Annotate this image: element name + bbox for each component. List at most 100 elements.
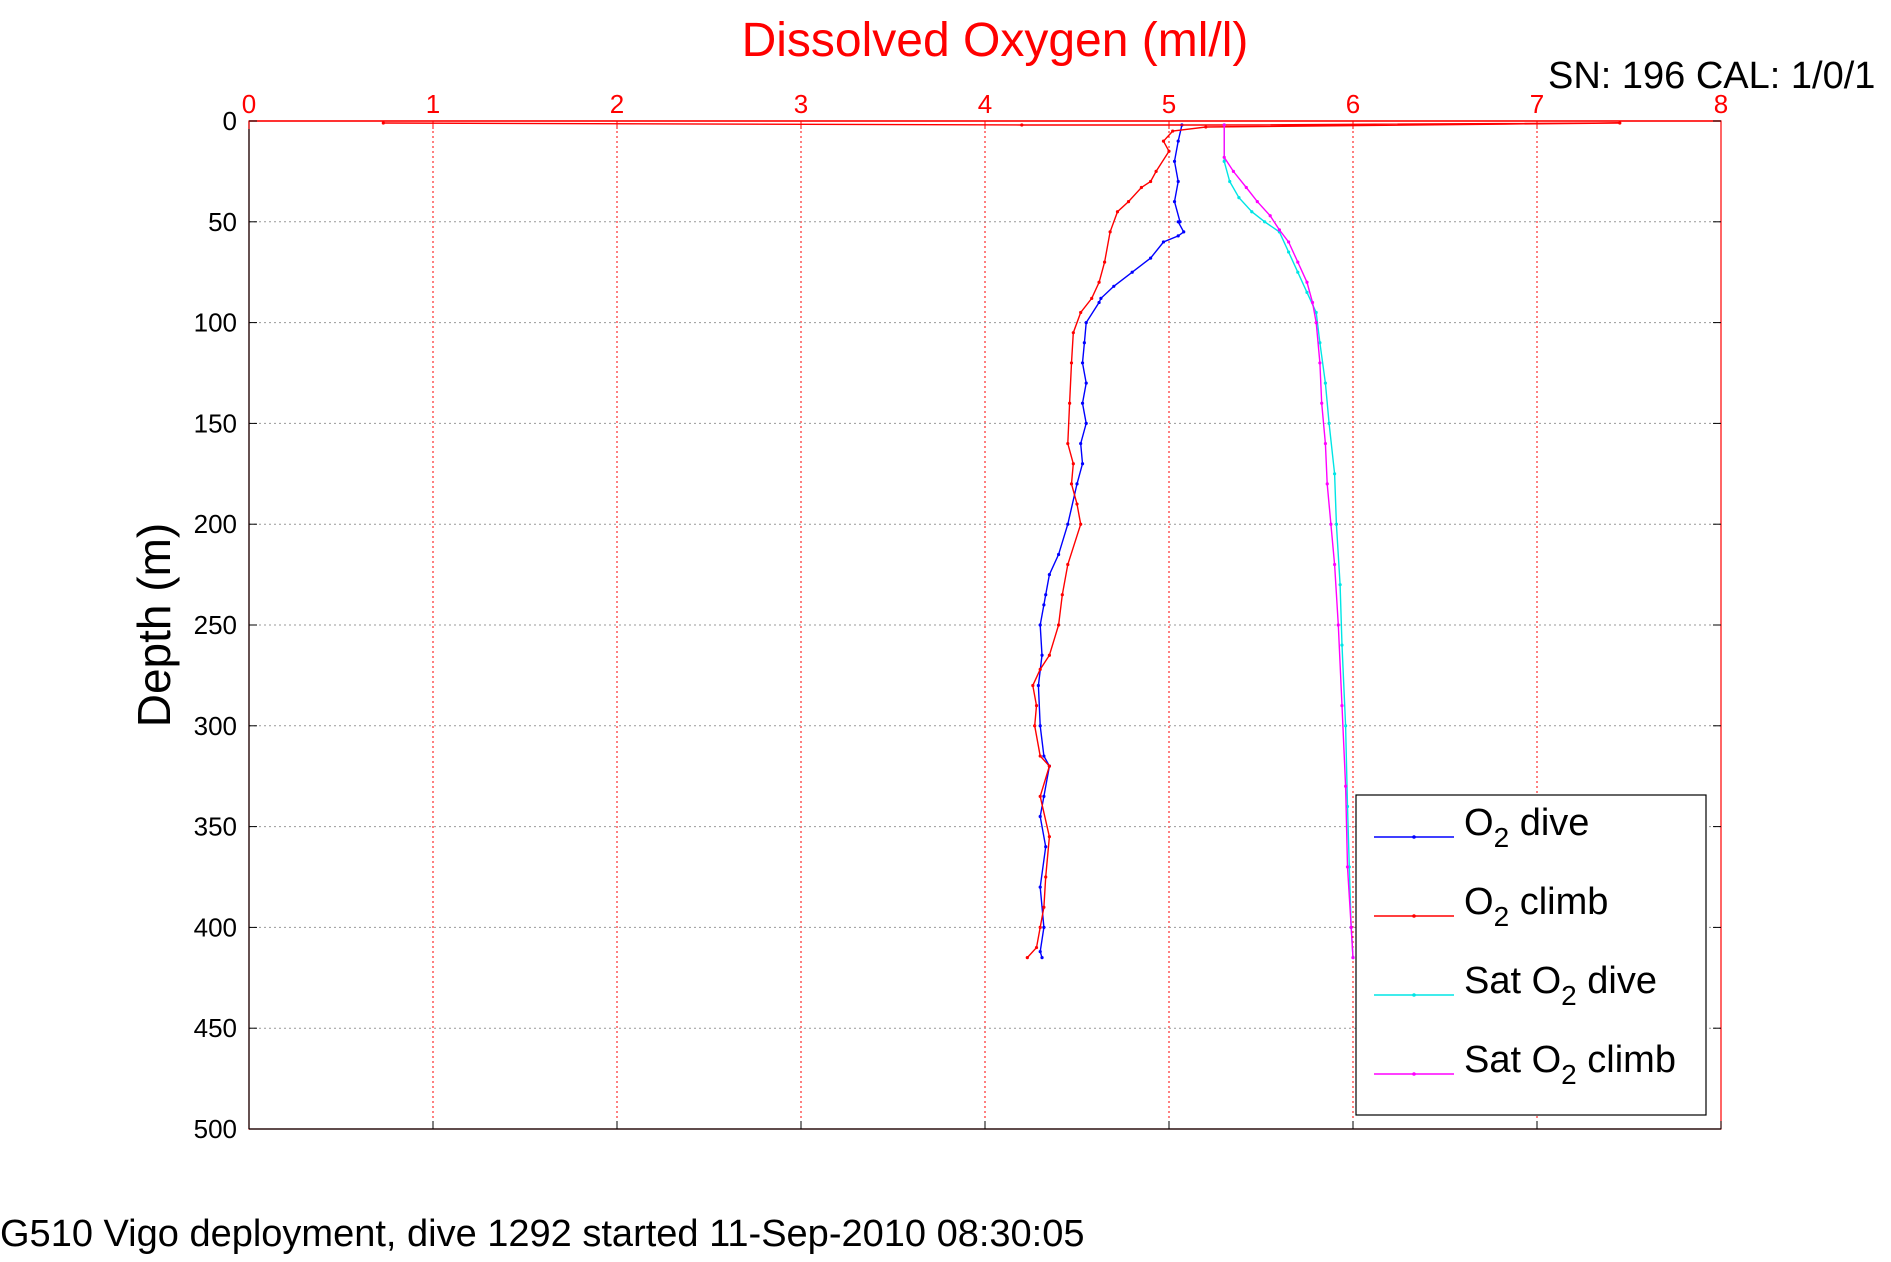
data-point-o2-climb bbox=[1103, 260, 1107, 264]
data-point-o2-dive bbox=[1080, 401, 1085, 405]
data-point-sat-o2-climb bbox=[1222, 123, 1226, 127]
data-point-sat-o2-climb bbox=[1231, 169, 1235, 173]
data-point-o2-dive bbox=[1130, 270, 1134, 274]
data-point-o2-dive bbox=[1038, 885, 1042, 889]
data-point-o2-climb bbox=[1618, 121, 1622, 125]
data-point-o2-dive bbox=[1038, 724, 1042, 728]
data-point-o2-dive bbox=[1172, 200, 1177, 204]
data-point-o2-dive bbox=[1038, 814, 1042, 819]
data-point-o2-climb bbox=[1031, 683, 1035, 688]
data-point-o2-climb bbox=[1025, 956, 1029, 960]
data-point-sat-o2-dive bbox=[1318, 341, 1322, 345]
x-tick-label: 2 bbox=[610, 89, 624, 119]
data-point-o2-dive bbox=[1084, 421, 1088, 425]
data-point-o2-climb bbox=[1108, 230, 1112, 234]
data-point-o2-dive bbox=[1084, 321, 1088, 325]
data-point-o2-climb bbox=[1204, 125, 1208, 129]
data-point-o2-dive bbox=[1038, 623, 1042, 627]
data-point-o2-dive bbox=[1149, 256, 1153, 260]
data-point-sat-o2-climb bbox=[1323, 441, 1327, 446]
data-point-sat-o2-dive bbox=[1323, 381, 1327, 385]
legend-label-o2-dive: O2 dive bbox=[1464, 802, 1589, 853]
y-axis-label: Depth (m) bbox=[128, 523, 180, 727]
data-point-o2-climb bbox=[1161, 139, 1166, 143]
data-point-o2-climb bbox=[1047, 835, 1051, 839]
data-point-o2-climb bbox=[1057, 623, 1061, 627]
data-point-o2-dive bbox=[1176, 139, 1180, 143]
data-point-o2-climb bbox=[1139, 185, 1143, 190]
data-point-sat-o2-climb bbox=[1296, 260, 1300, 264]
data-point-sat-o2-climb bbox=[1344, 784, 1348, 788]
data-point-o2-climb bbox=[1115, 210, 1120, 214]
data-point-o2-climb bbox=[381, 121, 385, 125]
data-point-sat-o2-dive bbox=[1340, 643, 1344, 647]
data-point-sat-o2-dive bbox=[1263, 220, 1267, 224]
data-point-sat-o2-dive bbox=[1237, 196, 1241, 200]
data-point-o2-dive bbox=[1044, 845, 1048, 849]
x-tick-label: 0 bbox=[242, 89, 256, 119]
data-point-o2-dive bbox=[1176, 234, 1180, 238]
data-point-sat-o2-dive bbox=[1344, 724, 1348, 728]
series-line-sat-o2-dive bbox=[1223, 125, 1354, 958]
data-point-sat-o2-climb bbox=[1336, 623, 1340, 627]
data-point-o2-climb bbox=[1038, 794, 1042, 798]
data-point-o2-climb bbox=[1071, 462, 1075, 466]
data-point-o2-dive bbox=[1082, 341, 1086, 345]
data-point-o2-dive bbox=[1099, 296, 1103, 301]
data-point-o2-climb bbox=[1069, 361, 1074, 365]
data-point-o2-dive bbox=[1161, 240, 1166, 244]
legend-marker-o2-climb bbox=[1412, 914, 1416, 918]
data-point-sat-o2-climb bbox=[1325, 482, 1329, 486]
data-point-o2-dive bbox=[1176, 179, 1180, 184]
data-point-sat-o2-dive bbox=[1250, 210, 1254, 214]
data-point-o2-climb bbox=[1038, 667, 1042, 671]
data-point-o2-dive bbox=[1080, 361, 1085, 365]
y-tick-label: 0 bbox=[223, 106, 237, 136]
data-point-o2-climb bbox=[1149, 179, 1153, 184]
data-point-o2-dive bbox=[1182, 230, 1186, 234]
data-point-o2-climb bbox=[1126, 200, 1131, 204]
data-point-sat-o2-dive bbox=[1314, 310, 1318, 315]
data-point-o2-climb bbox=[1047, 653, 1051, 657]
data-point-o2-climb bbox=[1044, 875, 1048, 879]
y-tick-label: 250 bbox=[194, 610, 237, 640]
data-point-sat-o2-climb bbox=[1310, 300, 1315, 305]
data-point-o2-climb bbox=[1079, 310, 1083, 315]
y-tick-label: 500 bbox=[194, 1114, 237, 1144]
data-point-sat-o2-climb bbox=[1345, 865, 1350, 869]
data-point-o2-climb bbox=[1171, 129, 1175, 133]
data-point-sat-o2-climb bbox=[1287, 240, 1291, 244]
data-point-o2-dive bbox=[1079, 441, 1083, 446]
data-point-sat-o2-climb bbox=[1244, 185, 1248, 190]
data-point-o2-climb bbox=[1038, 754, 1042, 758]
x-tick-label: 1 bbox=[426, 89, 440, 119]
data-point-o2-dive bbox=[1038, 949, 1042, 954]
data-point-o2-climb bbox=[1154, 169, 1158, 173]
data-point-o2-dive bbox=[1040, 653, 1044, 657]
data-point-sat-o2-dive bbox=[1228, 179, 1232, 184]
data-point-sat-o2-dive bbox=[1327, 421, 1331, 425]
x-tick-label: 4 bbox=[978, 89, 992, 119]
data-point-o2-climb bbox=[1033, 724, 1037, 728]
data-point-sat-o2-climb bbox=[1222, 155, 1226, 159]
y-tick-label: 50 bbox=[208, 207, 237, 237]
data-point-sat-o2-climb bbox=[1277, 228, 1281, 232]
data-point-o2-dive bbox=[1075, 482, 1079, 486]
x-tick-label: 6 bbox=[1346, 89, 1360, 119]
caption: G510 Vigo deployment, dive 1292 started … bbox=[0, 1213, 1084, 1255]
data-point-o2-climb bbox=[1034, 704, 1039, 708]
data-point-o2-climb bbox=[1071, 331, 1075, 335]
y-tick-label: 100 bbox=[194, 308, 237, 338]
series-line-sat-o2-climb bbox=[1223, 125, 1354, 958]
data-point-o2-climb bbox=[1034, 945, 1039, 950]
data-point-o2-dive bbox=[1047, 573, 1051, 577]
legend-label-sat-o2-climb: Sat O2 climb bbox=[1464, 1039, 1676, 1090]
legend-box bbox=[1355, 794, 1707, 1116]
data-point-sat-o2-climb bbox=[1320, 401, 1324, 405]
data-point-o2-dive bbox=[1042, 794, 1046, 798]
data-point-o2-climb bbox=[1020, 123, 1024, 127]
y-tick-label: 450 bbox=[194, 1013, 237, 1043]
data-point-sat-o2-dive bbox=[1296, 270, 1300, 274]
sn-cal-label: SN: 196 CAL: 1/0/1 bbox=[1548, 55, 1875, 97]
